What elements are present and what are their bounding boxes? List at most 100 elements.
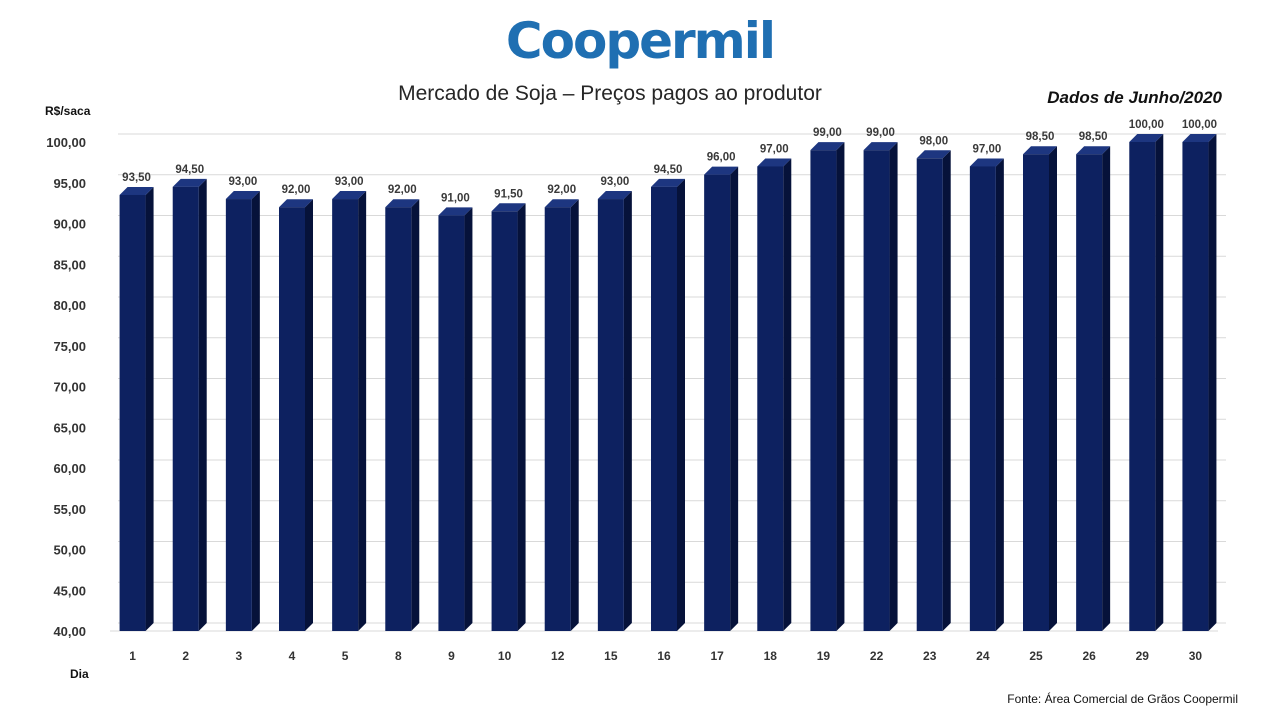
x-tick-label: 8	[395, 649, 402, 663]
bar-front	[1076, 154, 1103, 631]
y-tick-label: 75,00	[53, 339, 86, 354]
bar-side	[305, 199, 313, 631]
bar-day-1	[119, 186, 154, 631]
bar-front	[225, 199, 252, 632]
data-label: 98,50	[1026, 131, 1055, 143]
bar-front	[704, 174, 731, 631]
bar-side	[1102, 146, 1111, 631]
bar-front	[491, 211, 518, 631]
y-tick-label: 90,00	[53, 217, 86, 232]
bar-top	[651, 178, 685, 187]
x-tick-label: 12	[551, 649, 565, 663]
bar-side	[145, 186, 154, 631]
x-tick-label: 18	[764, 649, 778, 663]
bar-side	[677, 178, 685, 631]
data-label: 92,00	[388, 184, 417, 196]
data-label: 94,50	[175, 164, 204, 176]
bar-top	[916, 150, 951, 159]
data-label: 100,00	[1182, 119, 1217, 131]
bar-day-19	[810, 142, 845, 631]
y-axis-label: R$/saca	[45, 104, 91, 118]
bar-front	[757, 166, 784, 631]
chart-title: Mercado de Soja – Preços pagos ao produt…	[398, 82, 822, 105]
bar-side	[411, 199, 420, 631]
x-tick-label: 23	[923, 649, 937, 663]
bar-top	[119, 186, 154, 195]
bar-day-23	[916, 150, 951, 632]
x-tick-label: 17	[710, 649, 724, 663]
data-label: 92,00	[282, 184, 311, 196]
y-tick-label: 45,00	[53, 583, 86, 598]
bar-top	[385, 199, 420, 208]
bar-front	[332, 199, 359, 632]
y-tick-label: 40,00	[53, 624, 86, 639]
bar-day-26	[1076, 146, 1111, 631]
bar-side	[570, 199, 579, 631]
bar-day-18	[757, 158, 792, 631]
x-tick-label: 15	[604, 649, 618, 663]
bar-top	[225, 191, 260, 200]
bar-top	[1182, 134, 1217, 142]
x-tick-label: 3	[236, 649, 243, 663]
bar-side	[198, 178, 207, 631]
bar-side	[942, 150, 951, 632]
bar-top	[597, 191, 632, 200]
bar-front	[1182, 142, 1209, 631]
data-label: 93,00	[600, 176, 629, 188]
data-label: 91,50	[494, 188, 523, 200]
bar-day-2	[172, 178, 207, 631]
bar-side	[889, 142, 898, 631]
bar-side	[251, 191, 260, 632]
bar-front	[969, 166, 996, 631]
x-tick-label: 5	[342, 649, 349, 663]
x-tick-label: 19	[817, 649, 831, 663]
data-label: 96,00	[707, 152, 736, 164]
bar-top	[1023, 146, 1057, 155]
bar-day-15	[597, 191, 632, 632]
data-label: 91,00	[441, 192, 470, 204]
bar-side	[1049, 146, 1057, 631]
y-tick-label: 50,00	[53, 543, 86, 558]
bar-top	[279, 199, 313, 208]
bar-front	[651, 186, 677, 631]
y-tick-label: 60,00	[53, 461, 86, 476]
bar-side	[517, 203, 526, 631]
y-tick-label: 100,00	[46, 135, 86, 150]
y-tick-label: 70,00	[53, 380, 86, 395]
data-label: 93,00	[228, 176, 257, 188]
y-tick-label: 55,00	[53, 502, 86, 517]
bar-front	[279, 207, 305, 631]
data-label: 97,00	[972, 143, 1001, 155]
bar-top	[810, 142, 845, 151]
bar-front	[810, 150, 837, 631]
bar-top	[863, 142, 898, 151]
bar-day-9	[438, 207, 473, 631]
x-tick-label: 29	[1136, 649, 1150, 663]
bar-side	[358, 191, 367, 632]
bar-side	[623, 191, 632, 632]
bar-day-4	[279, 199, 313, 631]
x-tick-label: 9	[448, 649, 455, 663]
bar-top	[1129, 134, 1164, 142]
y-tick-label: 85,00	[53, 257, 86, 272]
bar-side	[783, 158, 792, 631]
bar-side	[1155, 134, 1164, 631]
bar-side	[995, 158, 1004, 631]
bar-front	[385, 207, 412, 631]
bar-top	[1076, 146, 1111, 155]
data-label: 98,50	[1079, 131, 1108, 143]
bar-front	[119, 194, 146, 631]
bar-front	[597, 199, 624, 632]
x-tick-label: 16	[657, 649, 671, 663]
data-label: 97,00	[760, 143, 789, 155]
x-tick-label: 10	[498, 649, 512, 663]
data-label: 94,50	[654, 164, 683, 176]
bar-day-17	[704, 166, 739, 631]
bar-day-10	[491, 203, 526, 631]
x-tick-label: 22	[870, 649, 884, 663]
x-tick-label: 2	[182, 649, 189, 663]
x-tick-label: 1	[129, 649, 136, 663]
bar-front	[438, 215, 465, 631]
data-label: 93,00	[335, 176, 364, 188]
